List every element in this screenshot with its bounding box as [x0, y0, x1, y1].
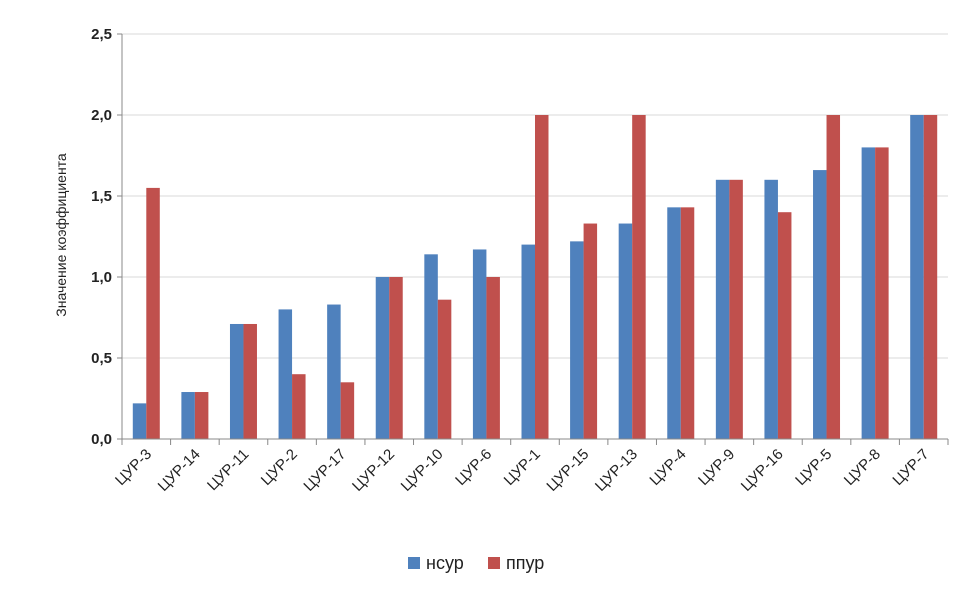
- y-tick-label: 0,5: [91, 350, 112, 367]
- bar-ппур-ЦУР-13: [632, 115, 646, 439]
- bar-нсур-ЦУР-14: [181, 392, 195, 439]
- bar-нсур-ЦУР-10: [424, 254, 438, 439]
- bar-ппур-ЦУР-10: [437, 299, 452, 439]
- y-axis-ticks: 0,0 0,5 1,0 1,5 2,0 2,5: [91, 26, 123, 448]
- bar-нсур-ЦУР-12: [375, 277, 390, 439]
- bar-ппур-ЦУР-16: [777, 212, 792, 439]
- x-tick-label: ЦУР-6: [452, 446, 495, 489]
- bar-нсур-ЦУР-3: [132, 403, 147, 439]
- bar-ппур-ЦУР-9: [729, 179, 743, 440]
- bar-ппур-ЦУР-7: [923, 115, 938, 439]
- bar-ппур-ЦУР-4: [680, 207, 695, 439]
- y-tick-label: 0,0: [91, 431, 112, 448]
- legend: нсур ппур: [408, 553, 544, 573]
- x-tick-label: ЦУР-16: [738, 446, 787, 495]
- y-tick-label: 1,5: [91, 188, 112, 205]
- y-tick-label: 1,0: [91, 269, 112, 286]
- x-tick-label: ЦУР-1: [501, 446, 544, 489]
- bar-ппур-ЦУР-17: [340, 382, 355, 439]
- bar-нсур-ЦУР-15: [570, 241, 584, 439]
- legend-label-ппур: ппур: [506, 553, 544, 573]
- x-tick-label: ЦУР-13: [592, 446, 641, 495]
- bars: [132, 115, 938, 440]
- legend-label-нсур: нсур: [426, 553, 464, 573]
- y-tick-label: 2,0: [91, 107, 112, 124]
- bar-ппур-ЦУР-1: [535, 115, 549, 439]
- bar-нсур-ЦУР-1: [521, 244, 535, 439]
- bar-ппур-ЦУР-3: [146, 187, 160, 439]
- x-tick-label: ЦУР-2: [258, 446, 301, 489]
- x-tick-label: ЦУР-17: [300, 446, 349, 495]
- y-axis-title: Значение коэффициента: [53, 153, 69, 317]
- x-tick-label: ЦУР-9: [695, 446, 738, 489]
- x-tick-label: ЦУР-7: [889, 446, 932, 489]
- x-tick-label: ЦУР-4: [646, 446, 689, 489]
- bar-нсур-ЦУР-4: [667, 207, 681, 439]
- bar-нсур-ЦУР-16: [764, 179, 778, 440]
- bar-ппур-ЦУР-6: [486, 277, 500, 439]
- x-tick-label: ЦУР-11: [204, 446, 252, 494]
- bar-ппур-ЦУР-11: [243, 323, 257, 439]
- bar-ппур-ЦУР-12: [389, 277, 403, 439]
- legend-swatch-нсур: [408, 557, 420, 569]
- x-tick-label: ЦУР-5: [792, 446, 835, 489]
- legend-swatch-ппур: [488, 557, 500, 569]
- bar-ппур-ЦУР-14: [194, 392, 209, 439]
- bar-нсур-ЦУР-5: [813, 170, 827, 439]
- bar-ппур-ЦУР-15: [583, 223, 598, 439]
- bar-нсур-ЦУР-17: [327, 304, 341, 439]
- bar-нсур-ЦУР-9: [715, 179, 730, 440]
- x-tick-label: ЦУР-10: [398, 446, 447, 495]
- bar-нсур-ЦУР-11: [229, 323, 244, 439]
- x-tick-label: ЦУР-12: [349, 446, 398, 495]
- bar-ппур-ЦУР-8: [875, 147, 889, 439]
- bar-нсур-ЦУР-13: [618, 223, 633, 439]
- bar-ппур-ЦУР-2: [292, 374, 306, 439]
- bar-нсур-ЦУР-6: [472, 249, 487, 439]
- bar-ппур-ЦУР-5: [826, 115, 841, 439]
- x-axis: [121, 438, 949, 445]
- x-tick-label: ЦУР-3: [112, 446, 155, 489]
- bar-нсур-ЦУР-8: [861, 147, 876, 439]
- x-tick-label: ЦУР-14: [155, 446, 204, 495]
- x-axis-labels: ЦУР-3 ЦУР-14 ЦУР-11 ЦУР-2 ЦУР-17 ЦУР-12 ЦУР-10…: [112, 446, 933, 495]
- bar-нсур-ЦУР-7: [910, 115, 924, 439]
- x-tick-label: ЦУР-8: [841, 446, 884, 489]
- bar-нсур-ЦУР-2: [278, 309, 293, 439]
- y-tick-label: 2,5: [91, 26, 112, 43]
- x-tick-label: ЦУР-15: [543, 446, 592, 495]
